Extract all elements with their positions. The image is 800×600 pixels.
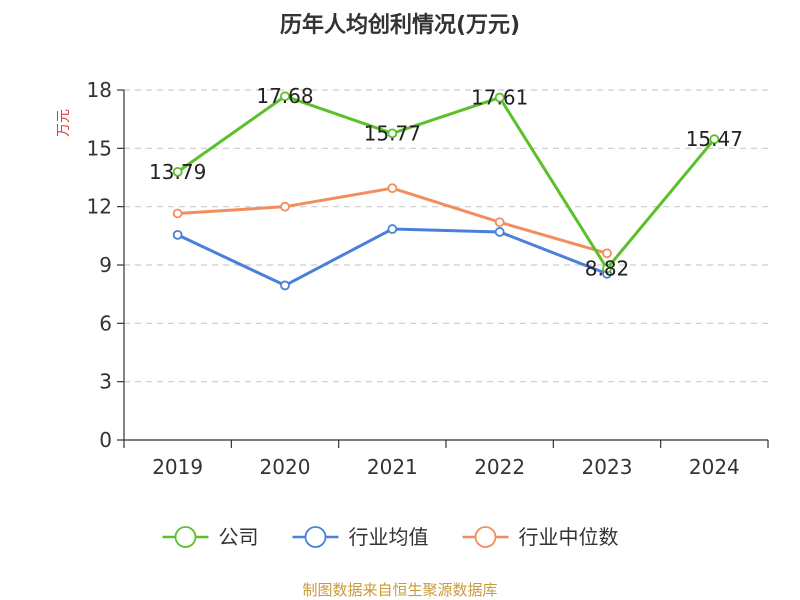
- data-point: [280, 91, 290, 102]
- x-tick-label: 2022: [474, 455, 525, 479]
- y-tick-label: 6: [99, 311, 112, 335]
- y-tick-label: 9: [99, 253, 112, 277]
- legend-marker: [304, 526, 327, 548]
- data-point: [709, 134, 720, 145]
- data-label: 17.61: [471, 86, 528, 110]
- y-tick-label: 0: [99, 428, 112, 452]
- data-label: 8.82: [585, 257, 630, 281]
- series-line: [177, 227, 608, 287]
- source-note: 制图数据来自恒生聚源数据库: [302, 581, 497, 599]
- grid-lines: [124, 89, 768, 383]
- y-tick-label: 12: [87, 195, 112, 219]
- data-point: [387, 224, 398, 234]
- legend-item[interactable]: 行业均值: [292, 525, 429, 549]
- series-line: [177, 186, 608, 255]
- legend-marker: [174, 526, 197, 548]
- data-label: 15.77: [364, 121, 421, 145]
- data-point: [172, 166, 183, 177]
- data-point: [602, 263, 612, 274]
- legend-item[interactable]: 公司: [162, 525, 259, 549]
- data-point: [172, 208, 183, 219]
- legend-label: 行业中位数: [519, 525, 619, 549]
- series-lines: [172, 91, 720, 291]
- y-tick-label: 18: [87, 78, 112, 102]
- data-labels: 13.79 17.68 15.77 17.61 8.82 15.47: [149, 84, 743, 280]
- data-point: [387, 183, 398, 194]
- x-tick-label: 2020: [260, 455, 311, 479]
- chart-title: 历年人均创利情况(万元): [280, 12, 520, 38]
- data-point: [494, 227, 505, 237]
- data-point: [494, 217, 505, 228]
- y-tick-label: 3: [99, 370, 112, 394]
- data-point: [387, 128, 398, 139]
- x-tick-label: 2019: [152, 455, 203, 479]
- x-tick-label: 2021: [367, 455, 418, 479]
- legend-item[interactable]: 行业中位数: [462, 525, 619, 549]
- legend-label: 行业均值: [349, 525, 429, 549]
- x-tick-label: 2023: [582, 455, 633, 479]
- data-point: [172, 229, 183, 240]
- legend-label: 公司: [219, 525, 259, 549]
- data-point: [494, 92, 505, 103]
- series-line: [176, 94, 716, 270]
- data-point: [602, 248, 612, 259]
- data-label: 17.68: [256, 84, 313, 108]
- data-label: 13.79: [149, 160, 206, 184]
- x-tick-label: 2024: [689, 455, 740, 479]
- y-axis-label: 万元: [56, 109, 72, 137]
- data-point: [280, 201, 290, 212]
- y-tick-label: 15: [87, 136, 112, 160]
- data-label: 15.47: [686, 127, 743, 151]
- data-point: [280, 280, 290, 291]
- legend-marker: [474, 526, 497, 548]
- legend[interactable]: 公司 行业均值 行业中位数: [162, 525, 619, 549]
- axes: 0 3 6 9 12 15 18 2019 2020 2021 2022 2023 2024: [87, 78, 769, 479]
